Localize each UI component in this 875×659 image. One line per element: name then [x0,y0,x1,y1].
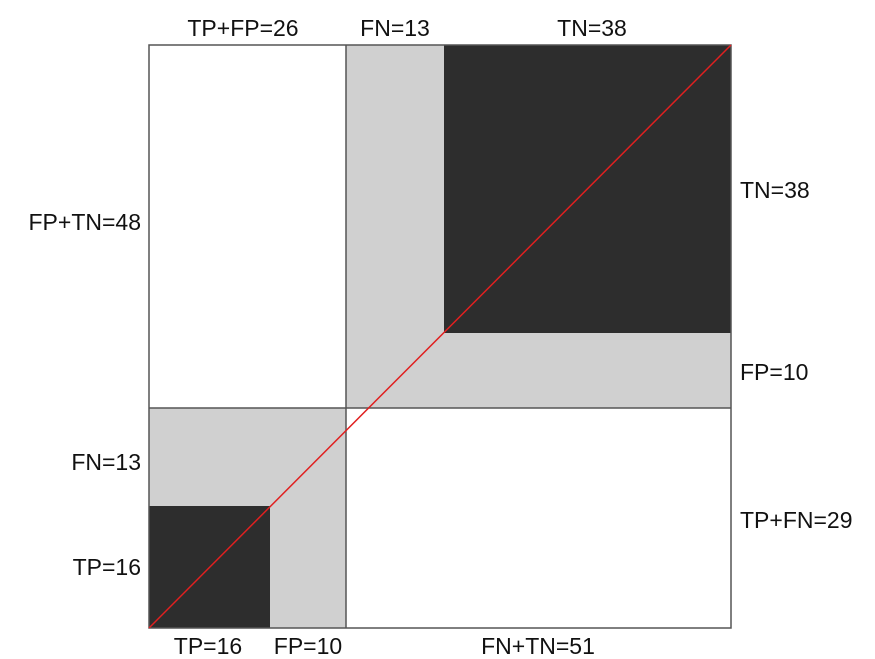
label-top-fn: FN=13 [360,15,430,41]
label-top-tn: TN=38 [557,15,627,41]
label-left-fp-tn: FP+TN=48 [29,209,142,235]
outer-frame [148,44,732,629]
label-right-fp: FP=10 [740,359,808,385]
label-left-fn: FN=13 [71,449,141,475]
label-right-tp-fn: TP+FN=29 [740,507,853,533]
label-bottom-fn-tn: FN+TN=51 [481,633,595,659]
label-top-tp-fp: TP+FP=26 [187,15,298,41]
label-bottom-tp: TP=16 [174,633,242,659]
label-bottom-fp: FP=10 [274,633,342,659]
label-left-tp: TP=16 [73,554,141,580]
label-right-tn: TN=38 [740,177,810,203]
diagonal-line [148,44,732,629]
